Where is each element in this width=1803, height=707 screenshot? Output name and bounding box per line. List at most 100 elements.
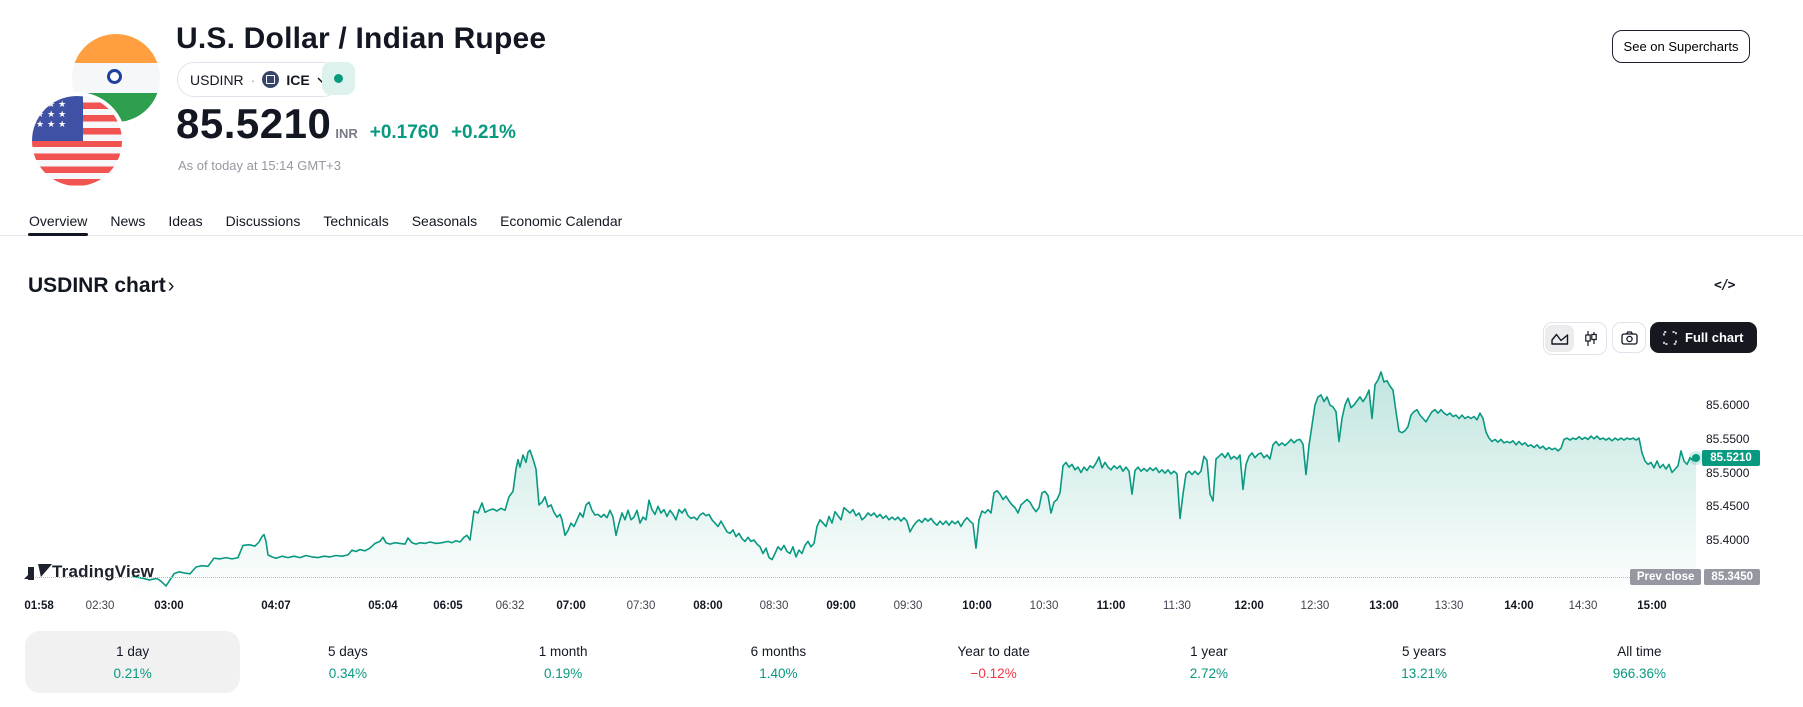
snapshot-button[interactable]: [1612, 322, 1646, 353]
tab-label: Economic Calendar: [500, 212, 623, 229]
x-tick-label: 01:58: [24, 600, 54, 612]
currency-label: INR: [335, 126, 358, 141]
embed-code-icon[interactable]: </>: [1714, 278, 1736, 293]
candles-chart-type-button[interactable]: [1576, 325, 1605, 352]
candlestick-icon: [1584, 331, 1597, 346]
y-tick-label: 85.4000: [1706, 533, 1750, 548]
price-change-percent: +0.21%: [450, 122, 516, 143]
symbol-code: USDINR: [190, 71, 244, 88]
range-label: All time: [1617, 643, 1662, 659]
x-tick-label: 03:00: [154, 600, 184, 612]
range-change-percent: 0.34%: [328, 665, 368, 681]
time-range-button[interactable]: All time 966.36%: [1532, 631, 1747, 693]
area-chart-type-button[interactable]: [1545, 325, 1574, 352]
area-series: [132, 371, 1697, 597]
market-open-status-badge[interactable]: [322, 62, 355, 95]
prev-close-value-badge: 85.3450: [1704, 569, 1760, 586]
x-tick-label: 14:30: [1568, 600, 1598, 612]
x-tick-label: 12:00: [1234, 600, 1264, 612]
y-tick-label: 85.6000: [1706, 397, 1750, 412]
full-chart-button[interactable]: Full chart: [1650, 322, 1757, 353]
x-tick-label: 11:30: [1163, 600, 1191, 612]
symbol-pair-logo: ★★★ ★★★ ★★★: [28, 30, 163, 190]
time-range-button[interactable]: 1 month 0.19%: [456, 631, 671, 693]
range-label: 6 months: [750, 643, 807, 659]
x-tick-label: 10:30: [1029, 600, 1059, 612]
y-tick-label: 85.4500: [1706, 499, 1750, 514]
range-label: Year to date: [957, 643, 1030, 659]
fullscreen-icon: [1663, 330, 1677, 345]
x-tick-label: 08:00: [693, 600, 723, 612]
tab[interactable]: Overview: [28, 206, 89, 236]
active-tab-underline: [28, 233, 89, 236]
tradingview-logo-icon: [24, 564, 53, 580]
tab[interactable]: Technicals: [322, 206, 389, 235]
us-flag-canton: ★★★ ★★★ ★★★: [32, 96, 84, 141]
price-change: +0.1760: [369, 122, 439, 143]
price-row: 85.5210 INR +0.1760 +0.21%: [176, 100, 516, 148]
exchange-code: ICE: [286, 71, 310, 88]
x-tick-label: 08:30: [759, 600, 789, 612]
x-tick-label: 02:30: [85, 600, 115, 612]
ice-exchange-icon: [262, 71, 280, 88]
market-open-dot-icon: [334, 74, 343, 83]
symbol-exchange-selector[interactable]: USDINR · ICE: [177, 62, 340, 97]
prev-close-badges: Prev close 85.3450: [0, 569, 1760, 586]
separator-dot: ·: [250, 71, 256, 88]
x-tick-label: 09:00: [826, 600, 856, 612]
range-label: 5 days: [327, 643, 368, 659]
ashoka-chakra-icon: [107, 69, 122, 84]
x-tick-label: 09:30: [893, 600, 923, 612]
range-label: 1 year: [1190, 643, 1228, 659]
chevron-right-icon: ›: [167, 275, 175, 297]
x-tick-label: 04:07: [261, 600, 291, 612]
x-tick-label: 07:30: [626, 600, 656, 612]
price-chart-canvas[interactable]: [28, 368, 1700, 597]
x-tick-label: 06:05: [433, 600, 463, 612]
x-tick-label: 12:30: [1300, 600, 1330, 612]
tab-label: News: [110, 212, 146, 229]
tab[interactable]: News: [109, 206, 146, 235]
time-range-button[interactable]: 5 days 0.34%: [240, 631, 455, 693]
chart-type-segmented-control: [1543, 322, 1607, 355]
range-change-percent: −0.12%: [970, 665, 1017, 681]
y-tick-label: 85.5000: [1706, 465, 1750, 480]
prev-close-label-badge: Prev close: [1629, 569, 1702, 586]
tab[interactable]: Seasonals: [411, 206, 478, 235]
us-flag-icon: ★★★ ★★★ ★★★: [28, 92, 126, 190]
x-tick-label: 07:00: [556, 600, 586, 612]
tradingview-watermark[interactable]: TradingView: [24, 562, 155, 582]
tab-label: Discussions: [225, 212, 301, 229]
tab[interactable]: Ideas: [167, 206, 203, 235]
x-tick-label: 10:00: [962, 600, 992, 612]
time-range-button[interactable]: 5 years 13.21%: [1317, 631, 1532, 693]
section-tabs: Overview News Ideas Discussions Technica…: [0, 206, 1803, 236]
y-tick-label: 85.5500: [1706, 431, 1750, 446]
range-label: 5 years: [1401, 643, 1447, 659]
time-range-button[interactable]: 1 day 0.21%: [25, 631, 241, 693]
last-point-marker: [1692, 454, 1700, 463]
chart-section-heading[interactable]: USDINR chart ›: [28, 274, 175, 297]
time-range-button[interactable]: 6 months 1.40%: [671, 631, 886, 693]
tradingview-brand-label: TradingView: [52, 562, 155, 581]
x-tick-label: 13:30: [1434, 600, 1464, 612]
tab-label: Technicals: [323, 212, 389, 229]
x-tick-label: 15:00: [1637, 600, 1667, 612]
tab-label: Seasonals: [411, 212, 478, 229]
area-chart-icon: [1550, 333, 1568, 345]
x-tick-label: 14:00: [1504, 600, 1534, 612]
range-label: 1 month: [538, 643, 588, 659]
time-range-button[interactable]: 1 year 2.72%: [1101, 631, 1316, 693]
range-change-percent: 1.40%: [759, 665, 798, 681]
tab[interactable]: Economic Calendar: [499, 206, 623, 235]
page-title: U.S. Dollar / Indian Rupee: [176, 22, 547, 55]
tab[interactable]: Discussions: [225, 206, 302, 235]
full-chart-label: Full chart: [1685, 330, 1744, 345]
range-change-percent: 13.21%: [1401, 665, 1448, 681]
time-range-button[interactable]: Year to date −0.12%: [886, 631, 1101, 693]
range-change-percent: 0.19%: [543, 665, 583, 681]
time-range-buttons: 1 day 0.21% 5 days 0.34% 1 month 0.19% 6…: [25, 631, 1747, 693]
see-on-supercharts-button[interactable]: See on Supercharts: [1612, 30, 1750, 63]
x-tick-label: 13:00: [1369, 600, 1399, 612]
camera-icon: [1620, 330, 1638, 345]
